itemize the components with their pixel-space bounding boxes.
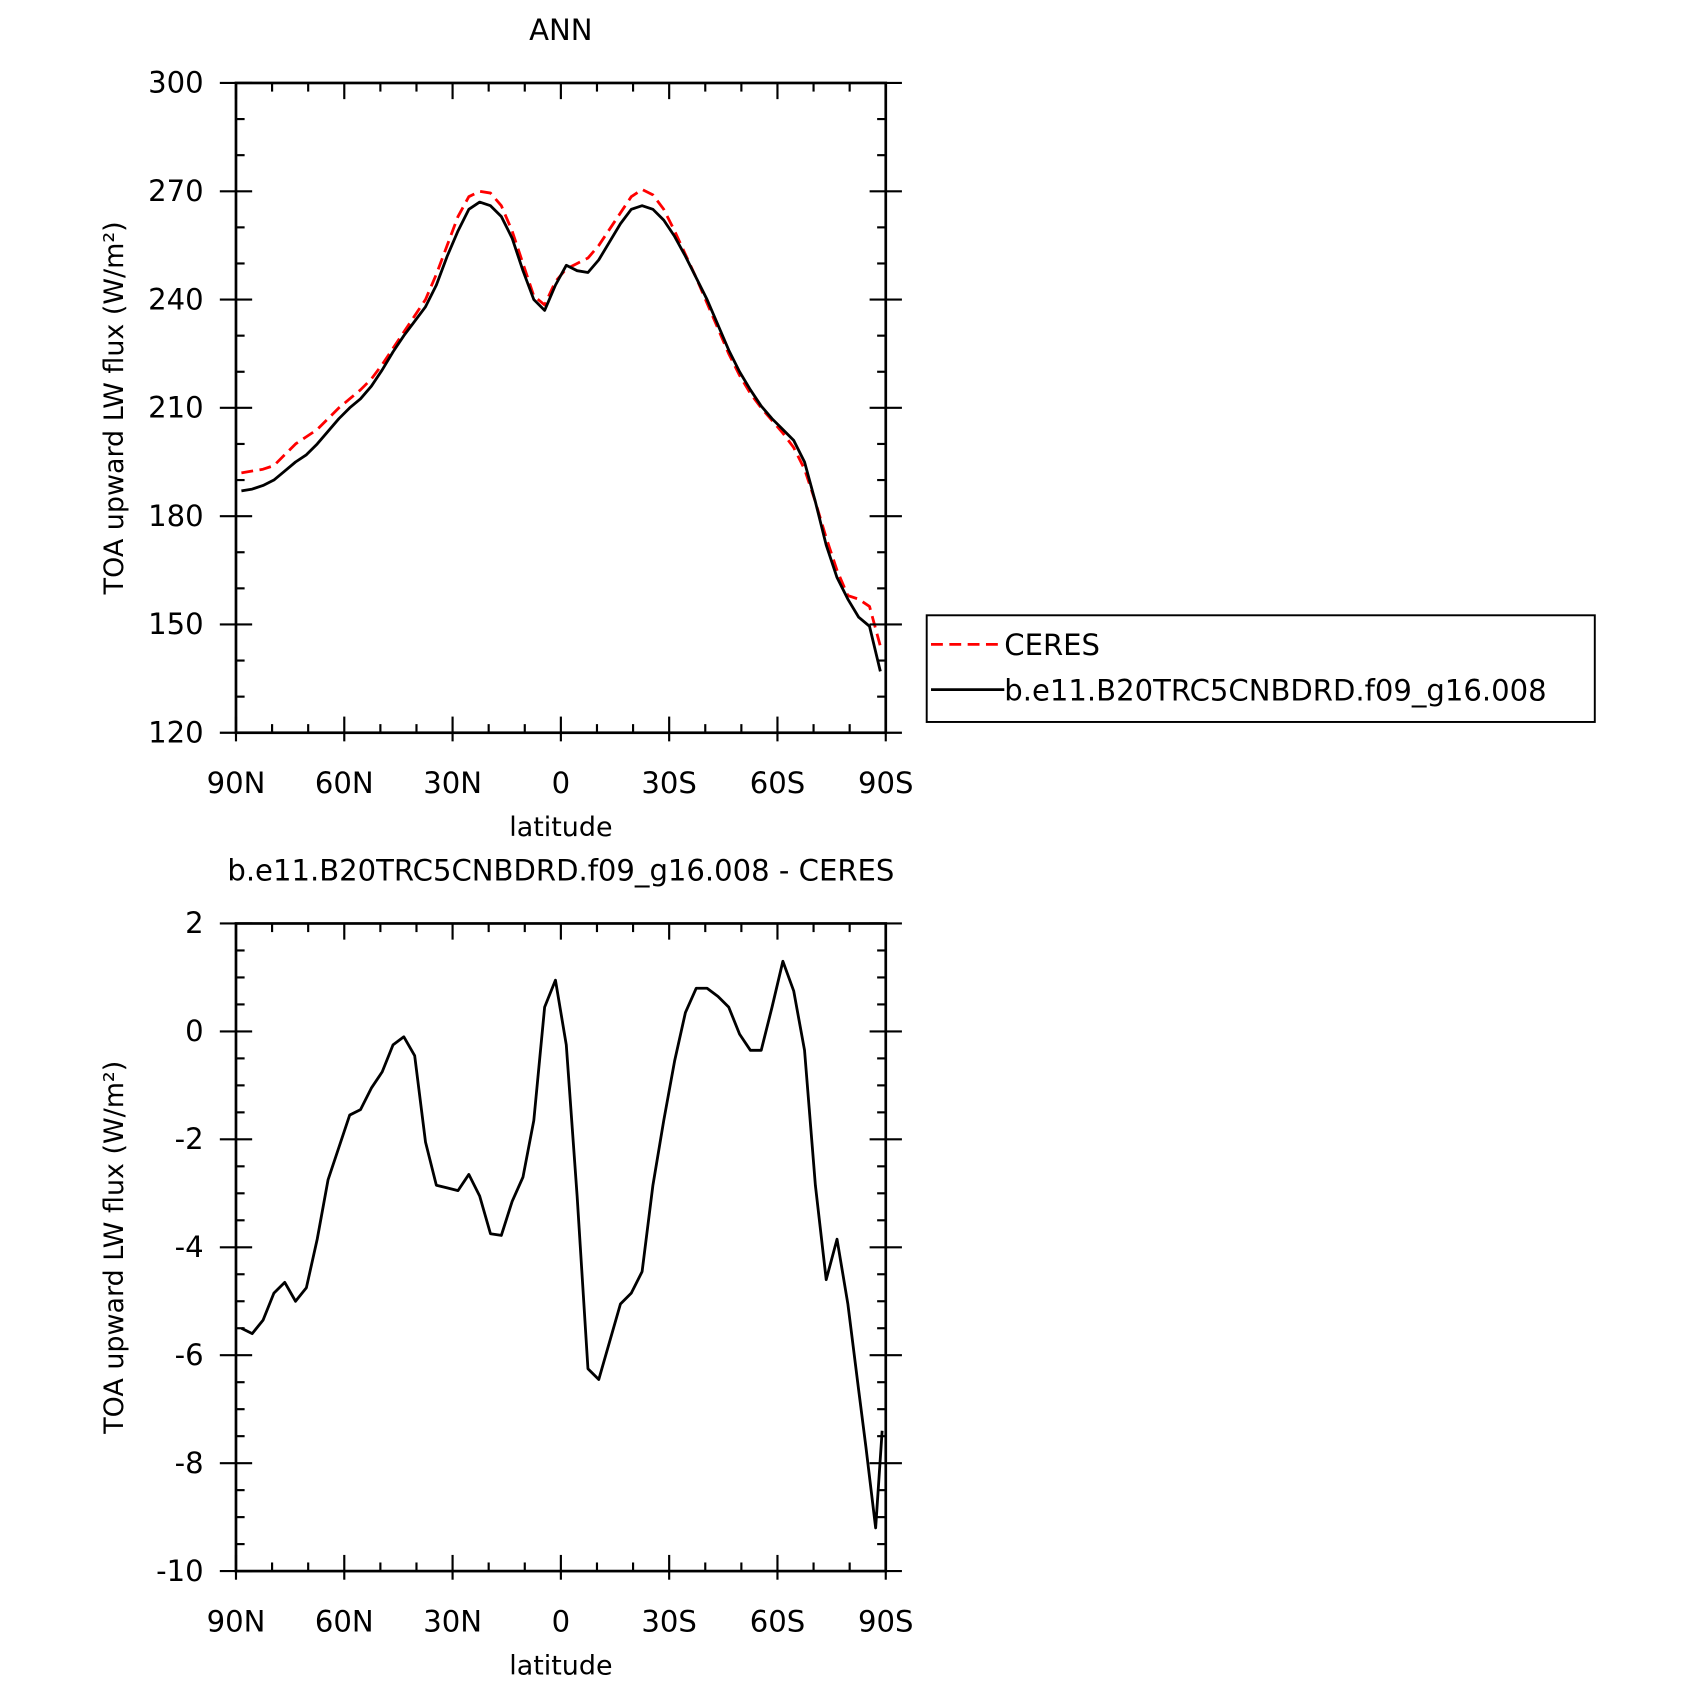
y-tick-label: 300 [148,66,204,100]
x-tick-label: 30S [641,766,696,800]
y-tick-label: -6 [175,1338,204,1372]
series-line [241,188,882,647]
x-axis-label: latitude [509,812,612,843]
series-line [241,200,882,672]
x-tick-label: 90N [207,1604,266,1638]
x-tick-label: 60N [315,766,374,800]
x-tick-label: 30S [641,1604,696,1638]
y-tick-label: 150 [148,607,204,641]
legend-label: CERES [1004,628,1100,662]
y-axis-label: TOA upward LW flux (W/m²) [99,221,130,595]
y-tick-label: 120 [148,715,204,749]
y-tick-label: -8 [175,1446,204,1480]
x-tick-label: 0 [552,1604,571,1638]
plot-frame [234,81,888,735]
y-tick-label: 2 [185,906,204,940]
legend-box [925,614,1596,723]
chart-title: ANN [529,13,592,47]
y-axis-label: TOA upward LW flux (W/m²) [99,1061,130,1435]
series-line [240,959,884,1530]
y-tick-label: 210 [148,391,204,425]
x-tick-label: 30N [423,766,482,800]
legend-label: b.e11.B20TRC5CNBDRD.f09_g16.008 [1004,673,1546,707]
y-tick-label: -2 [175,1122,204,1156]
y-tick-label: -10 [156,1554,204,1588]
y-tick-label: 0 [185,1014,204,1048]
x-tick-label: 60S [750,1604,805,1638]
x-tick-label: 30N [423,1604,482,1638]
x-tick-label: 0 [552,766,571,800]
x-tick-label: 90S [858,766,913,800]
y-tick-label: -4 [175,1230,204,1264]
x-tick-label: 90N [207,766,266,800]
x-axis-label: latitude [509,1651,612,1681]
x-tick-label: 60N [315,1604,374,1638]
x-tick-label: 90S [858,1604,913,1638]
chart-title: b.e11.B20TRC5CNBDRD.f09_g16.008 - CERES [227,853,894,887]
x-tick-label: 60S [750,766,805,800]
y-tick-label: 180 [148,499,204,533]
y-tick-label: 270 [148,174,204,208]
y-tick-label: 240 [148,282,204,316]
